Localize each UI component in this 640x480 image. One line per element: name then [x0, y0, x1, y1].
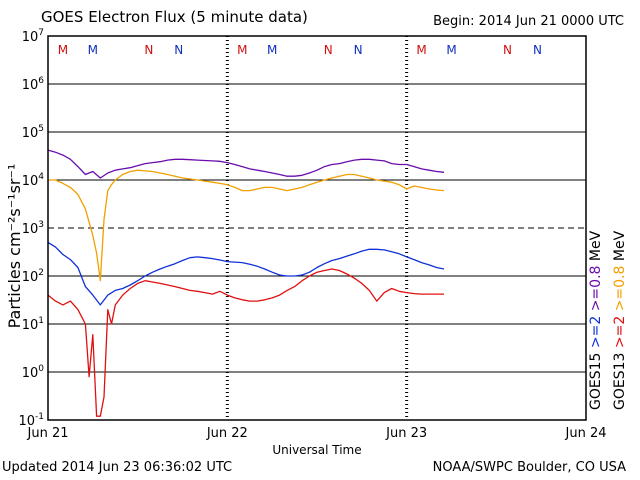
marker-label: M [267, 43, 277, 57]
updated-timestamp: Updated 2014 Jun 23 06:36:02 UTC [2, 460, 233, 475]
legend-entry: GOES15 [588, 353, 604, 410]
x-tick-label: Jun 23 [385, 426, 427, 441]
marker-label: N [354, 43, 363, 57]
y-tick-label: 106 [22, 76, 45, 93]
marker-label: N [174, 43, 183, 57]
y-tick-label: 104 [22, 172, 45, 189]
marker-label: M [446, 43, 456, 57]
legend-entry: >=0.8 [612, 266, 628, 316]
legend-entry: MeV [612, 230, 628, 265]
y-axis-label: Particles cm⁻²s⁻¹sr⁻¹ [5, 164, 24, 329]
series-line [48, 169, 445, 282]
y-tick-label: 107 [22, 28, 44, 45]
series-line [47, 268, 444, 417]
y-tick-label: 100 [22, 364, 45, 381]
x-tick-label: Jun 21 [27, 426, 69, 441]
marker-label: N [533, 43, 542, 57]
legend-entry: GOES13 [612, 353, 628, 410]
chart-series [47, 149, 445, 417]
chart-title: GOES Electron Flux (5 minute data) [41, 8, 308, 26]
x-tick-labels: Jun 21 Jun 22 Jun 23 Jun 24 [27, 426, 607, 441]
y-tick-label: 103 [22, 220, 44, 237]
legend-entry: >=2 [588, 316, 604, 353]
marker-label: N [324, 43, 333, 57]
legend-column: GOES13 >=2 >=0.8 MeV [612, 230, 628, 410]
begin-time: Begin: 2014 Jun 21 0000 UTC [433, 14, 624, 29]
plot-frame [47, 35, 587, 421]
chart-grid [48, 35, 586, 421]
x-tick-label: Jun 24 [565, 426, 607, 441]
marker-label: M [58, 43, 68, 57]
legend-column: GOES15 >=2 >=0.8 MeV [588, 230, 604, 410]
legend-entry: >=2 [612, 316, 628, 353]
y-tick-label: 105 [22, 124, 44, 141]
marker-label: M [88, 43, 98, 57]
marker-label: M [416, 43, 426, 57]
marker-label: M [237, 43, 247, 57]
x-axis-label: Universal Time [272, 443, 361, 457]
marker-label: N [503, 43, 512, 57]
marker-label: N [144, 43, 153, 57]
legend-entry: >=0.8 [588, 266, 604, 316]
credit-line: NOAA/SWPC Boulder, CO USA [432, 460, 626, 475]
legend-entry: MeV [588, 230, 604, 265]
series-line [47, 241, 445, 306]
y-tick-label: 102 [22, 268, 44, 285]
x-tick-label: Jun 22 [206, 426, 248, 441]
y-tick-label: 101 [22, 316, 44, 333]
series-line [47, 149, 445, 179]
